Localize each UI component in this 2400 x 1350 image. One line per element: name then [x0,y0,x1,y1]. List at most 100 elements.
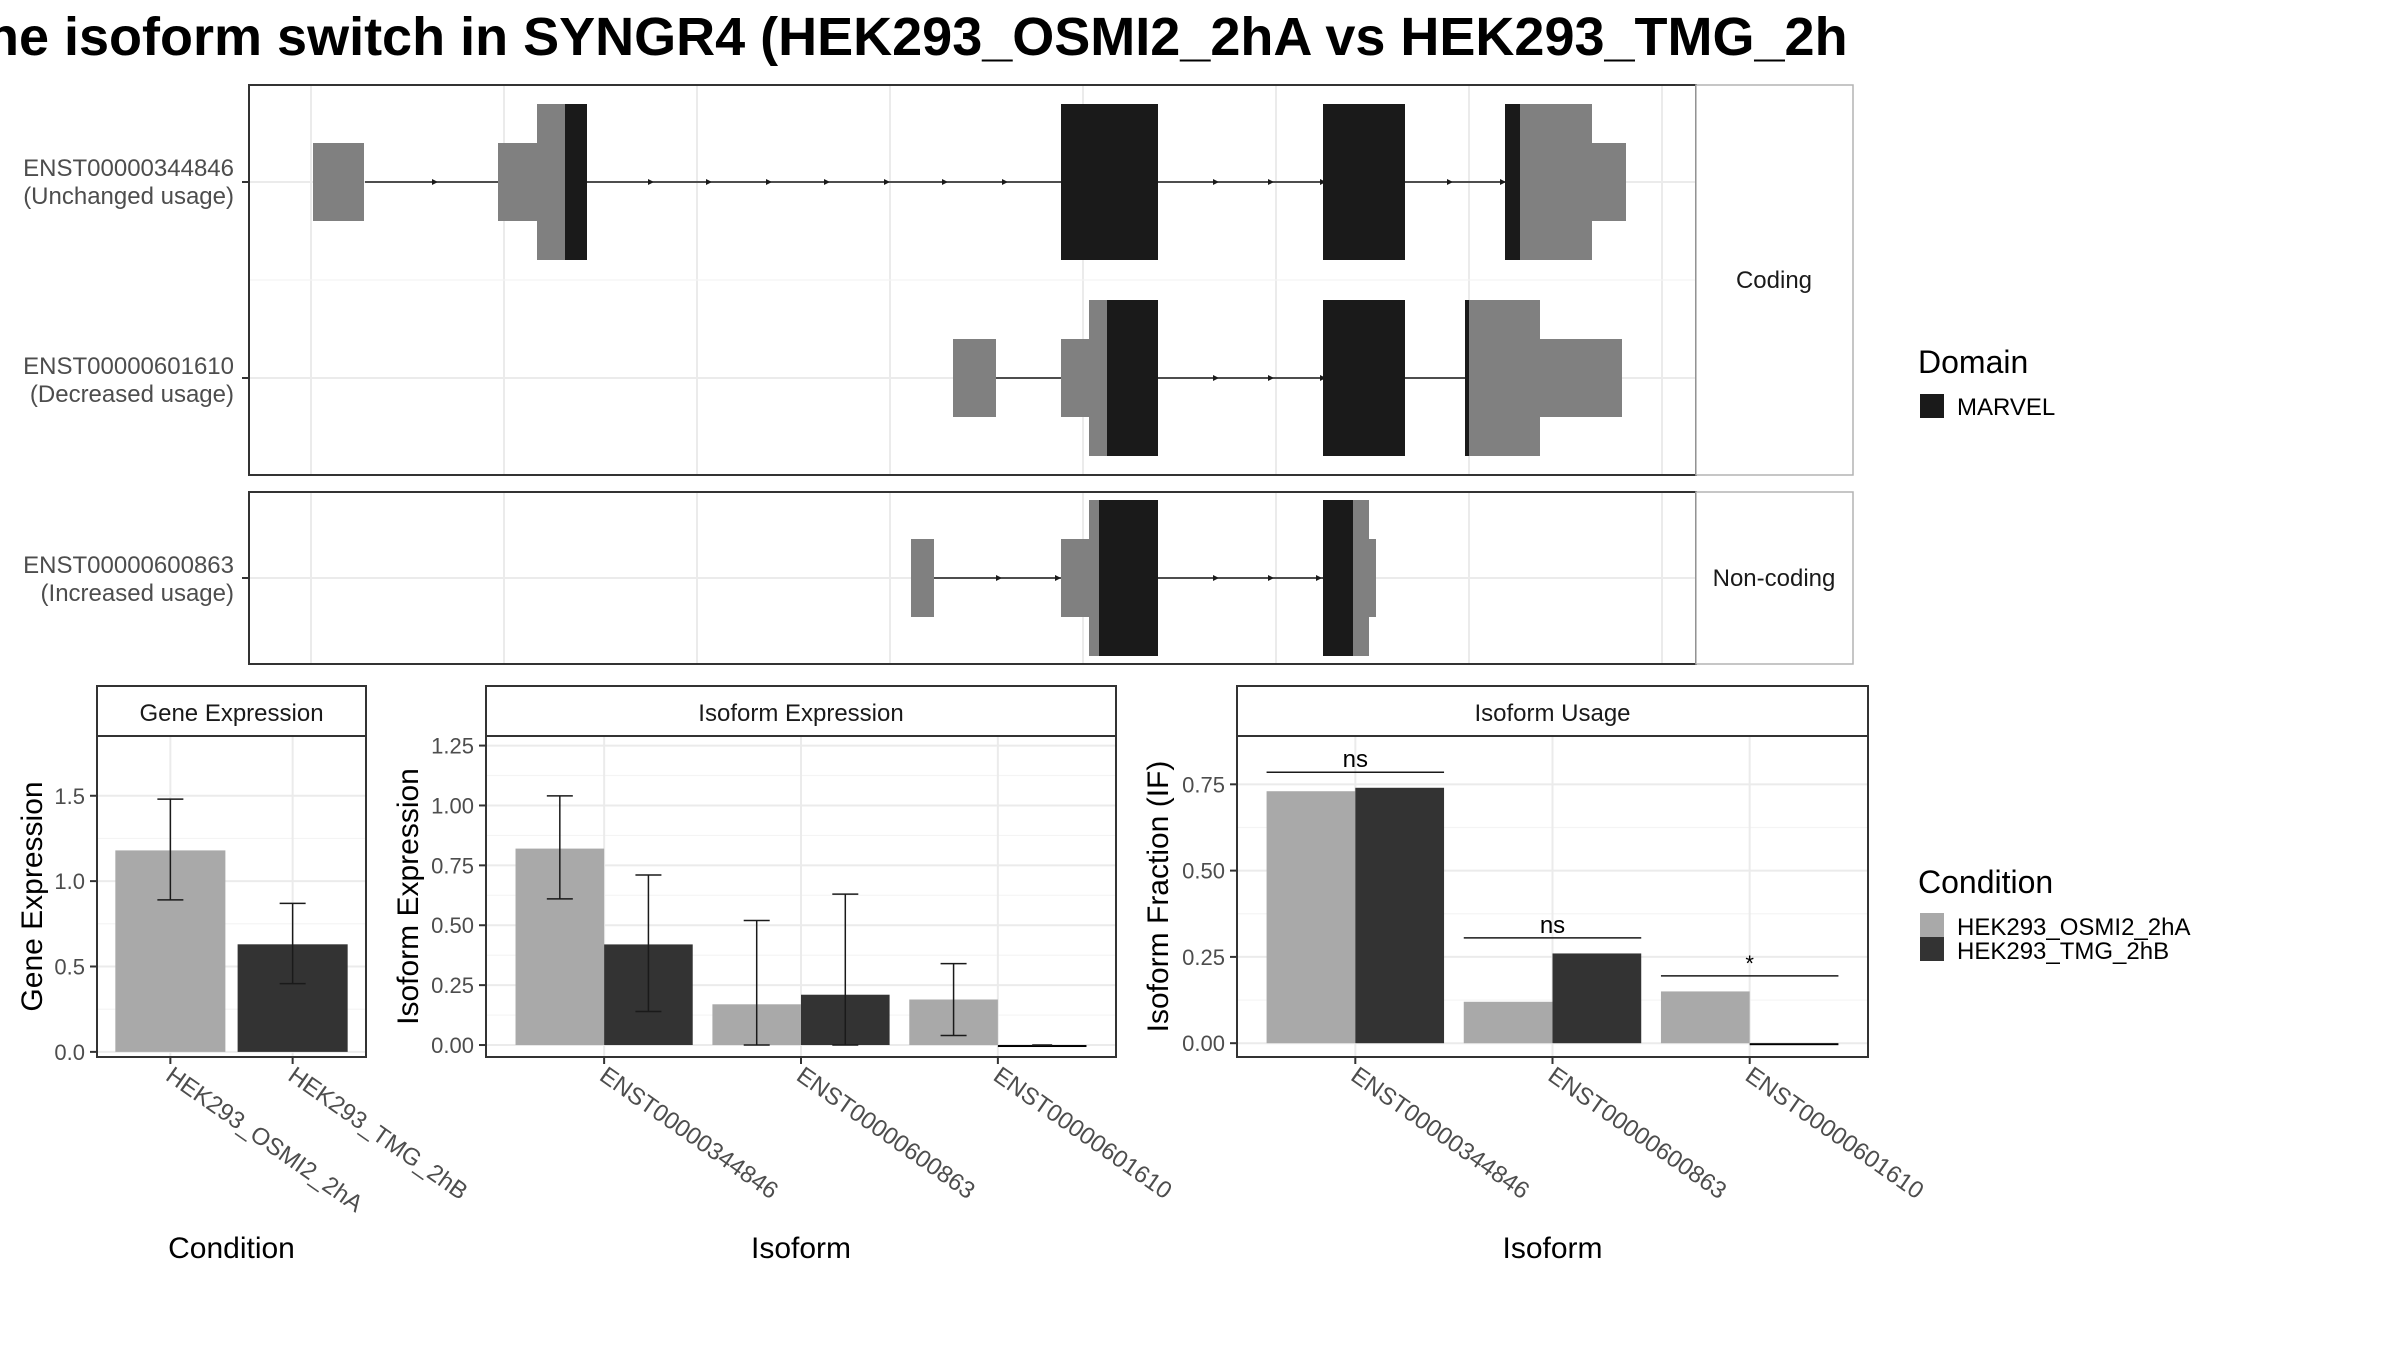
condition-legend-key-b [1920,937,1944,961]
x-axis-title: Isoform [1502,1232,1602,1265]
y-axis-title: Isoform Expression [392,768,425,1025]
y-tick-label: 0.00 [1182,1031,1225,1056]
y-tick-label: 0.0 [54,1040,85,1065]
bar [1660,991,1750,1044]
utr-exon [1540,339,1622,417]
transcript-label-usage: (Unchanged usage) [23,183,234,210]
transcript-label-id: ENST00000601610 [23,353,234,380]
noncoding-strip-label: Non-coding [1713,565,1836,592]
domain-legend: Domain MARVEL [1918,344,2055,421]
utr-exon [911,539,934,617]
utr-exon [1061,539,1089,617]
strip-box [485,685,1117,737]
noncoding-strip [1695,491,1854,665]
utr-exon [1061,339,1089,417]
x-axis-title: Condition [168,1232,295,1265]
strip-label: Gene Expression [139,700,323,727]
utr-exon [313,143,364,221]
y-tick-label: 0.75 [431,853,474,878]
transcript-label-id: ENST00000344846 [23,155,234,182]
utr-exon [1592,143,1626,221]
y-tick-label: 0.25 [1182,945,1225,970]
bar-charts: Gene Expression 0.0 0.5 1.0 1.5 HEK293_OSMI2_… [16,685,1928,1265]
marvel-domain [1465,300,1469,456]
transcript-labels: ENST00000344846 (Unchanged usage) ENST00… [23,155,234,607]
plot-border [96,735,367,1058]
marvel-domain [565,104,587,260]
bar [997,1045,1087,1048]
cds-exon [1089,300,1107,456]
y-tick-label: 0.25 [431,973,474,998]
condition-legend: Condition HEK293_OSMI2_2hA HEK293_TMG_2h… [1918,864,2190,965]
y-tick-label: 0.75 [1182,772,1225,797]
coding-strip-label: Coding [1736,267,1812,294]
figure-title: ne isoform switch in SYNGR4 (HEK293_OSMI… [0,7,1848,67]
marvel-domain [1505,104,1520,260]
x-tick-label: ENST00000344846 [1346,1062,1534,1205]
marvel-domain [1107,300,1158,456]
x-tick-label: ENST00000344846 [595,1062,783,1205]
marvel-domain [1061,104,1158,260]
transcript-label-id: ENST00000600863 [23,552,234,579]
y-axis-title: Gene Expression [16,781,49,1011]
significance-label: ns [1343,746,1368,773]
y-tick-label: 1.5 [54,784,85,809]
x-tick-label: ENST00000600863 [792,1062,980,1205]
y-tick-label: 0.50 [1182,859,1225,884]
transcript-label-usage: (Increased usage) [41,580,234,607]
bar [1266,791,1356,1044]
transcript-ENST00000344846 [313,104,1626,260]
chart-panel-3: Isoform Usage ns ns * 0.00 0.25 0.50 0.75 ENST00… [1142,685,1928,1265]
y-tick-label: 1.0 [54,869,85,894]
exon [1353,500,1369,656]
strip-box [1236,685,1869,737]
exon [1089,500,1099,656]
marvel-legend-key [1920,394,1944,418]
transcript-label-usage: (Decreased usage) [30,381,234,408]
marvel-domain [1323,104,1405,260]
domain-legend-title: Domain [1918,344,2028,380]
transcript-ENST00000600863 [911,500,1376,656]
intron-arrows [996,575,1322,581]
utr-exon [498,143,538,221]
condition-legend-label-b: HEK293_TMG_2hB [1957,938,2169,965]
y-axis-ticks [242,181,249,579]
significance-label: ns [1540,912,1565,939]
x-tick-label: ENST00000601610 [988,1062,1176,1205]
bar [1355,787,1445,1044]
marvel-domain [1323,500,1353,656]
coding-strip [1695,84,1854,476]
marvel-domain [1099,500,1158,656]
cds-exon [1469,300,1540,456]
utr-exon [1369,539,1376,617]
strip-label: Isoform Expression [698,700,903,727]
chart-panel-2: Isoform Expression0.000.250.500.751.001.… [392,685,1177,1265]
bar [1463,1001,1553,1044]
x-axis-title: Isoform [751,1232,851,1265]
marvel-legend-label: MARVEL [1957,394,2055,421]
cds-exon [537,104,565,260]
y-axis-title: Isoform Fraction (IF) [1142,761,1175,1033]
y-tick-label: 0.50 [431,913,474,938]
y-tick-label: 0.5 [54,955,85,980]
bar [1552,953,1642,1044]
y-tick-label: 0.00 [431,1033,474,1058]
y-tick-label: 1.00 [431,793,474,818]
x-tick-label: ENST00000601610 [1740,1062,1928,1205]
marvel-domain [1323,300,1405,456]
y-tick-label: 1.25 [431,734,474,759]
strip-box [96,685,367,737]
significance-label: * [1745,951,1754,976]
condition-legend-title: Condition [1918,864,2053,900]
transcript-structure-panel: Coding Non-coding ENST00000344846 (Uncha… [23,84,2055,665]
strip-label: Isoform Usage [1474,700,1630,727]
condition-legend-label-a: HEK293_OSMI2_2hA [1957,914,2190,941]
utr-exon [953,339,996,417]
transcript-ENST00000601610 [953,300,1622,456]
condition-legend-key-a [1920,913,1944,937]
x-tick-label: HEK293_OSMI2_2hA [161,1062,368,1218]
bar [1749,1043,1839,1046]
x-tick-label: ENST00000600863 [1543,1062,1731,1205]
cds-exon [1520,104,1592,260]
